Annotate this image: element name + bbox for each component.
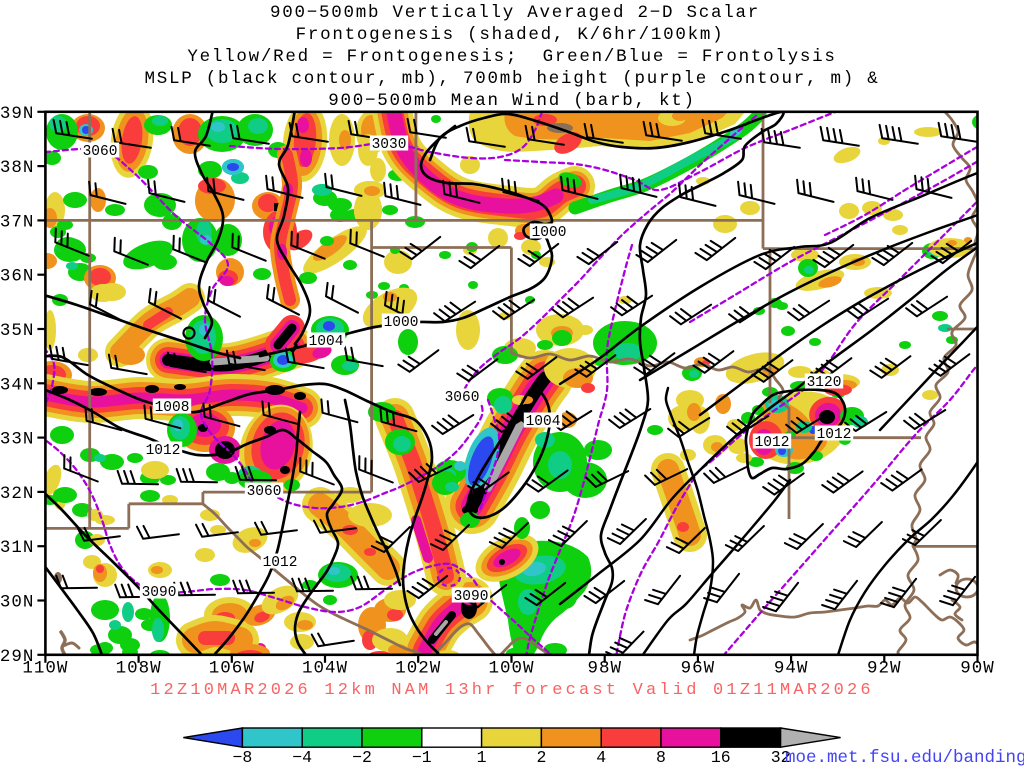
svg-text:94W: 94W	[774, 658, 809, 678]
svg-text:3120: 3120	[807, 375, 842, 391]
svg-text:36N: 36N	[0, 267, 34, 287]
svg-text:−4: −4	[292, 748, 312, 767]
svg-text:3060: 3060	[83, 144, 118, 160]
svg-text:30N: 30N	[0, 593, 34, 613]
svg-text:108W: 108W	[116, 658, 162, 678]
svg-text:1012: 1012	[263, 555, 298, 571]
svg-text:1000: 1000	[384, 315, 419, 331]
svg-text:3060: 3060	[445, 390, 480, 406]
svg-text:104W: 104W	[302, 658, 348, 678]
svg-text:16: 16	[711, 748, 731, 767]
svg-text:3090: 3090	[454, 589, 489, 605]
svg-text:3060: 3060	[247, 484, 282, 500]
svg-text:1012: 1012	[755, 435, 790, 451]
svg-text:4: 4	[596, 748, 606, 767]
svg-text:34N: 34N	[0, 375, 34, 395]
svg-text:92W: 92W	[867, 658, 902, 678]
svg-text:90W: 90W	[960, 658, 995, 678]
svg-text:29N: 29N	[0, 647, 34, 667]
svg-text:98W: 98W	[587, 658, 622, 678]
svg-text:38N: 38N	[0, 158, 34, 178]
svg-text:−2: −2	[352, 748, 372, 767]
svg-text:−1: −1	[412, 748, 432, 767]
svg-text:35N: 35N	[0, 321, 34, 341]
svg-text:100W: 100W	[488, 658, 534, 678]
svg-text:3090: 3090	[142, 585, 177, 601]
svg-text:2: 2	[536, 748, 546, 767]
svg-text:106W: 106W	[209, 658, 255, 678]
svg-text:3030: 3030	[372, 137, 407, 153]
svg-text:96W: 96W	[681, 658, 716, 678]
svg-text:32N: 32N	[0, 484, 34, 504]
svg-text:110W: 110W	[22, 658, 68, 678]
svg-text:1012: 1012	[817, 427, 852, 443]
svg-text:33N: 33N	[0, 430, 34, 450]
svg-text:37N: 37N	[0, 212, 34, 232]
svg-text:1000: 1000	[532, 225, 567, 241]
svg-text:1008: 1008	[155, 400, 190, 416]
svg-text:−8: −8	[232, 748, 252, 767]
svg-text:1004: 1004	[526, 414, 561, 430]
svg-text:1: 1	[477, 748, 487, 767]
svg-text:1004: 1004	[309, 334, 344, 350]
svg-text:1012: 1012	[146, 443, 181, 459]
svg-text:32: 32	[771, 748, 791, 767]
svg-text:102W: 102W	[395, 658, 441, 678]
svg-text:39N: 39N	[0, 104, 34, 124]
svg-text:8: 8	[656, 748, 666, 767]
svg-text:31N: 31N	[0, 538, 34, 558]
